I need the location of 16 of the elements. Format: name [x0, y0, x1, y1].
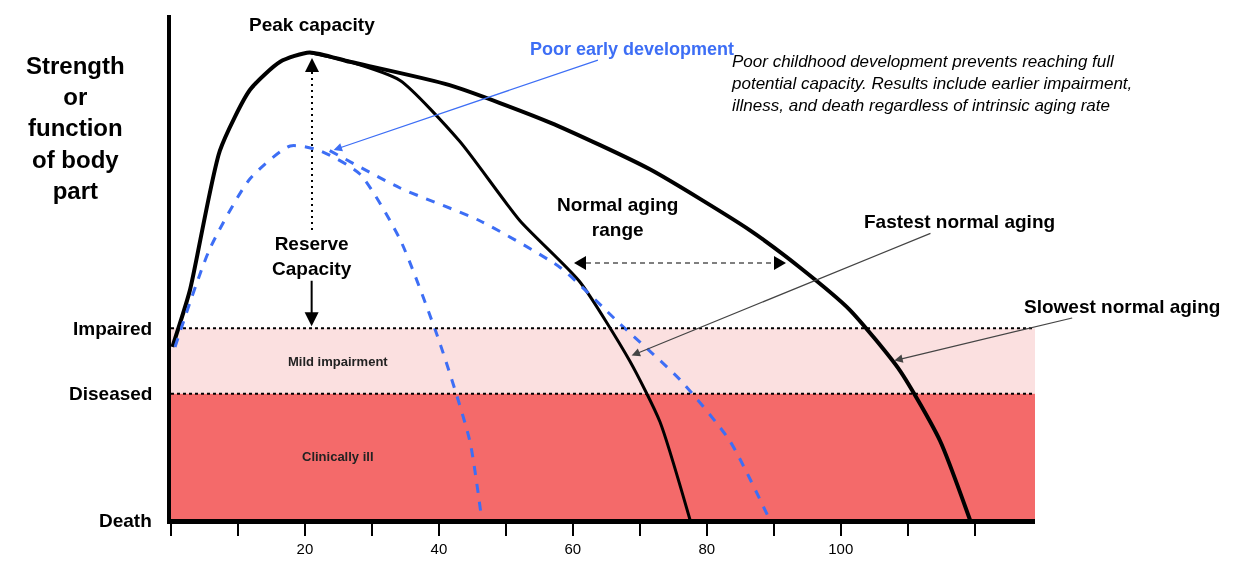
- annotation: Slowest normal aging: [1024, 296, 1221, 317]
- ref-line-label: Diseased: [69, 383, 153, 404]
- annotation: Fastest normal aging: [864, 211, 1056, 232]
- y-axis-title: Strength or function of body part: [26, 52, 125, 204]
- x-tick-label: 100: [828, 540, 854, 557]
- annotation: Reserve Capacity: [272, 233, 352, 279]
- annotation: Normal aging range: [557, 194, 679, 240]
- x-tick-label: 20: [296, 540, 314, 557]
- x-tick-label: 60: [564, 540, 582, 557]
- x-tick-label: 80: [698, 540, 716, 557]
- band-label: Clinically ill: [302, 449, 374, 464]
- ref-line-label: Impaired: [73, 318, 153, 339]
- annotation: Peak capacity: [249, 14, 376, 35]
- x-tick-label: 40: [430, 540, 448, 557]
- ref-line-label: Death: [99, 510, 152, 531]
- band-label: Mild impairment: [288, 354, 389, 369]
